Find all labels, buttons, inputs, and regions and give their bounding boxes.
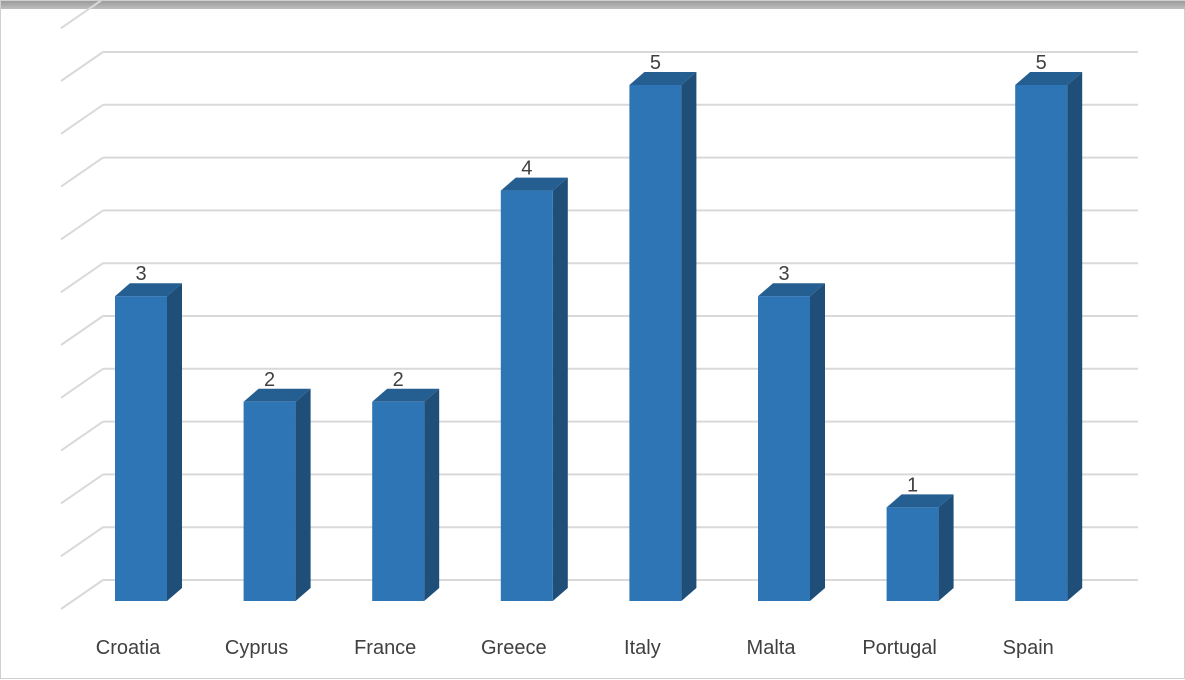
category-label: Cyprus [225, 637, 288, 659]
bar-front-face [115, 296, 167, 601]
bar [243, 388, 311, 601]
data-label: 4 [521, 158, 532, 180]
category-labels: Croatia Cyprus France Greece Italy Malta Portu… [96, 637, 1054, 659]
window-top-bar [1, 1, 1185, 9]
category-label: Portugal [862, 637, 937, 659]
category-label: Croatia [96, 637, 161, 659]
bar-front-face [1015, 85, 1068, 601]
bar [629, 72, 697, 601]
data-label: 2 [264, 369, 275, 391]
bar [886, 494, 954, 601]
category-label: Italy [624, 637, 661, 659]
gridline-diagonal [60, 1, 103, 30]
gridline-diagonal [60, 420, 104, 452]
data-label: 1 [907, 474, 918, 496]
bar-top-face [500, 177, 568, 191]
category-label: Spain [1003, 637, 1054, 659]
bar-top-face [372, 388, 440, 402]
gridline-diagonal [60, 315, 104, 346]
bar-side-face [810, 283, 825, 601]
category-label: Greece [481, 637, 547, 659]
gridline-diagonal [60, 526, 104, 558]
category-label: France [354, 637, 416, 659]
gridlines [60, 1, 1138, 610]
bar-top-face [115, 283, 182, 297]
bar [758, 283, 825, 601]
gridline-diagonal [60, 51, 104, 82]
bar [1015, 72, 1083, 601]
gridline-diagonal [60, 103, 104, 135]
data-labels: 3 2 2 4 5 3 1 5 [135, 52, 1046, 496]
category-label: Malta [747, 637, 797, 659]
gridline-diagonal [60, 473, 104, 505]
data-label: 5 [650, 52, 661, 74]
bar-side-face [424, 388, 440, 601]
bar [500, 177, 568, 601]
bar-front-face [500, 190, 553, 601]
gridline-diagonal [60, 156, 104, 188]
bar-front-face [629, 85, 682, 601]
bar-front-face [758, 296, 810, 601]
bar-side-face [167, 283, 182, 601]
gridline-diagonal [60, 209, 104, 241]
bar-top-face [886, 494, 954, 508]
bar-front-face [886, 507, 939, 601]
gridline-diagonal [60, 579, 104, 610]
data-label: 3 [135, 263, 146, 285]
bar [115, 283, 182, 601]
bar-front-face [243, 401, 296, 601]
gridline-diagonal [60, 262, 104, 294]
bar-top-face [243, 388, 311, 402]
bar-top-face [758, 283, 825, 297]
bar-side-face [938, 494, 954, 601]
bar-side-face [552, 177, 568, 601]
bar-top-face [1015, 72, 1083, 85]
bar-front-face [372, 401, 425, 601]
bar-side-face [681, 72, 697, 601]
bar [372, 388, 440, 601]
bar-side-face [1067, 72, 1083, 601]
bars [115, 72, 1083, 601]
data-label: 2 [393, 369, 404, 391]
gridline-diagonal [60, 367, 104, 399]
data-label: 5 [1036, 52, 1047, 74]
data-label: 3 [778, 263, 789, 285]
bar-top-face [629, 72, 697, 85]
bar-side-face [295, 388, 311, 601]
